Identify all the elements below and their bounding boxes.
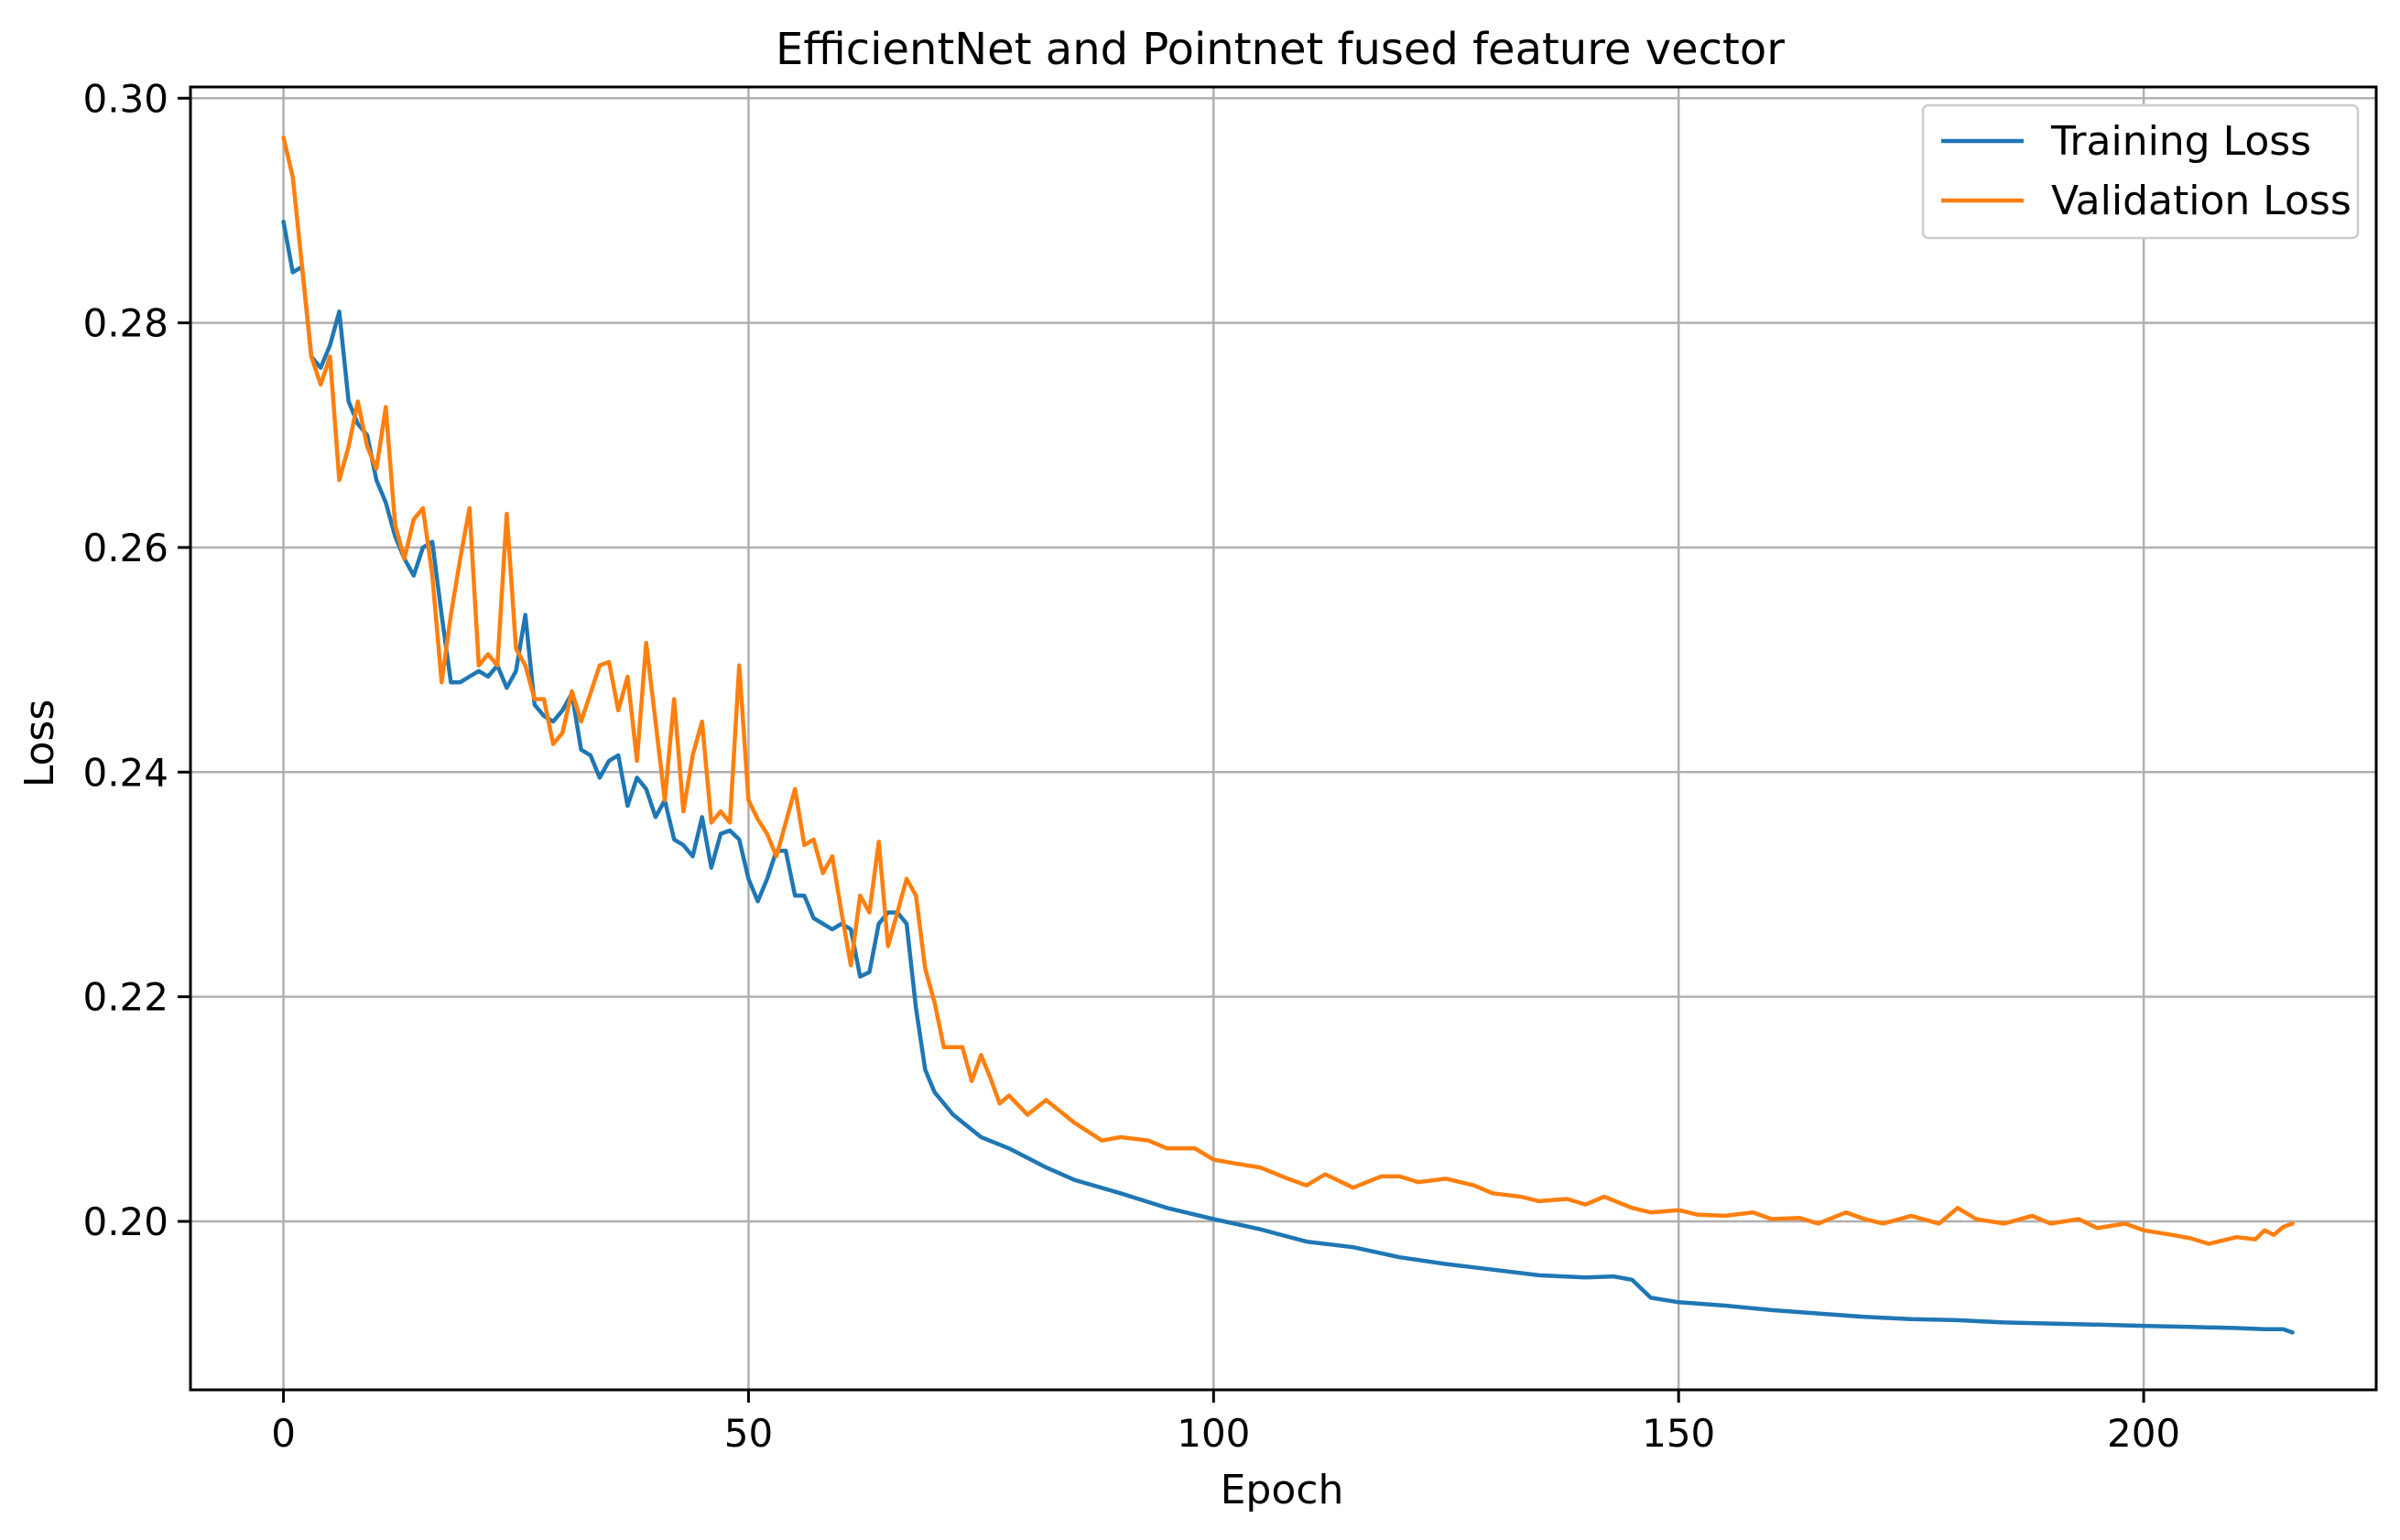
y-tick-label: 0.20 [82, 1199, 168, 1244]
y-tick-label: 0.22 [82, 975, 168, 1020]
y-axis-label: Loss [16, 700, 63, 788]
y-tick-label: 0.26 [82, 526, 168, 570]
legend: Training Loss Validation Loss [1921, 103, 2360, 240]
series-lines [281, 135, 2295, 1335]
legend-label-training-loss: Training Loss [2050, 118, 2311, 165]
x-tick-label: 150 [1642, 1411, 1715, 1456]
legend-label-validation-loss: Validation Loss [2051, 178, 2351, 224]
x-axis-label: Epoch [1221, 1467, 1344, 1513]
y-tick-label: 0.24 [82, 750, 168, 795]
grid [190, 87, 2376, 1390]
series-line-validation-loss [281, 135, 2295, 1246]
axes-frame [189, 85, 2378, 1392]
x-tick-label: 0 [271, 1411, 296, 1456]
y-tick-label: 0.28 [82, 301, 168, 346]
legend-box [1921, 103, 2360, 240]
chart-title: EfficientNet and Pointnet fused feature … [776, 24, 1785, 75]
y-tick-label: 0.30 [82, 76, 168, 121]
x-tick-label: 50 [724, 1411, 773, 1456]
x-tick-label: 100 [1177, 1411, 1250, 1456]
x-tick-label: 200 [2107, 1411, 2180, 1456]
axis-ticks: 0 50 100 150 200 0.20 0.22 0.24 0.26 0.28 0.30 [82, 76, 2180, 1456]
